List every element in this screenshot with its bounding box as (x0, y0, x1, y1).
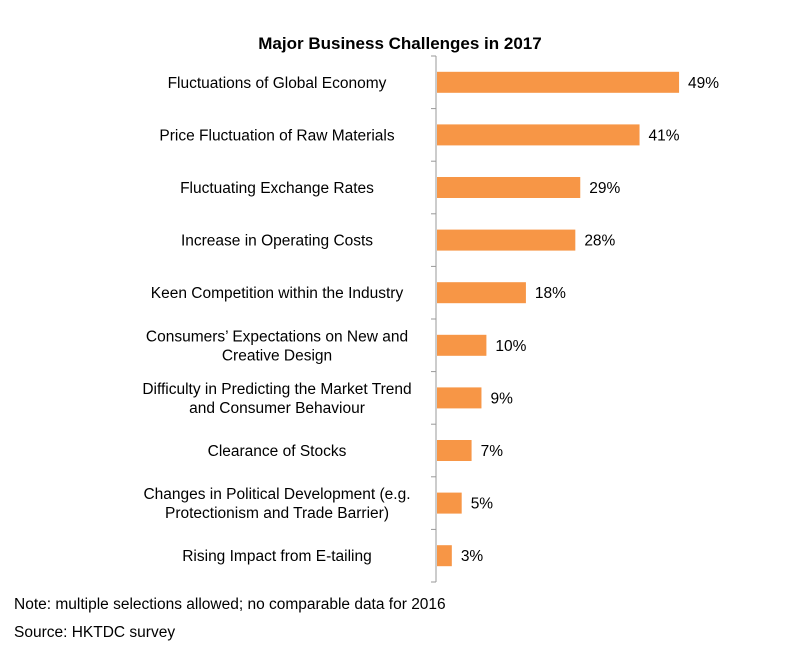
data-label: 7% (481, 443, 504, 460)
category-label: Fluctuating Exchange Rates (180, 180, 374, 197)
data-label: 5% (471, 496, 494, 513)
bar (437, 334, 487, 356)
chart-title: Major Business Challenges in 2017 (258, 34, 542, 53)
category-label: Price Fluctuation of Raw Materials (159, 127, 394, 144)
category-label: Rising Impact from E-tailing (182, 548, 372, 565)
data-label: 41% (649, 127, 680, 144)
category-label: Increase in Operating Costs (181, 233, 373, 250)
bar (437, 229, 576, 251)
data-label: 49% (688, 75, 719, 92)
data-label: 18% (535, 285, 566, 302)
data-label: 29% (589, 180, 620, 197)
category-label: Fluctuations of Global Economy (168, 75, 387, 92)
data-label: 9% (490, 390, 513, 407)
category-label: Consumers’ Expectations on New and Creati… (146, 328, 408, 364)
chart-note: Note: multiple selections allowed; no co… (14, 596, 446, 613)
category-label: Difficulty in Predicting the Market Tren… (142, 381, 411, 417)
category-label: Changes in Political Development (e.g. Pr… (143, 486, 410, 522)
bar (437, 387, 482, 409)
bar (437, 440, 472, 461)
bar (437, 124, 640, 146)
category-label: Keen Competition within the Industry (151, 285, 404, 302)
bar (437, 492, 462, 514)
bar (437, 177, 581, 198)
data-label: 28% (584, 233, 615, 250)
category-label: Clearance of Stocks (208, 443, 347, 460)
bar (437, 545, 452, 567)
bar (437, 282, 526, 304)
bar (437, 71, 680, 93)
data-label: 10% (495, 338, 526, 355)
chart-source: Source: HKTDC survey (14, 624, 176, 641)
data-label: 3% (461, 548, 484, 565)
